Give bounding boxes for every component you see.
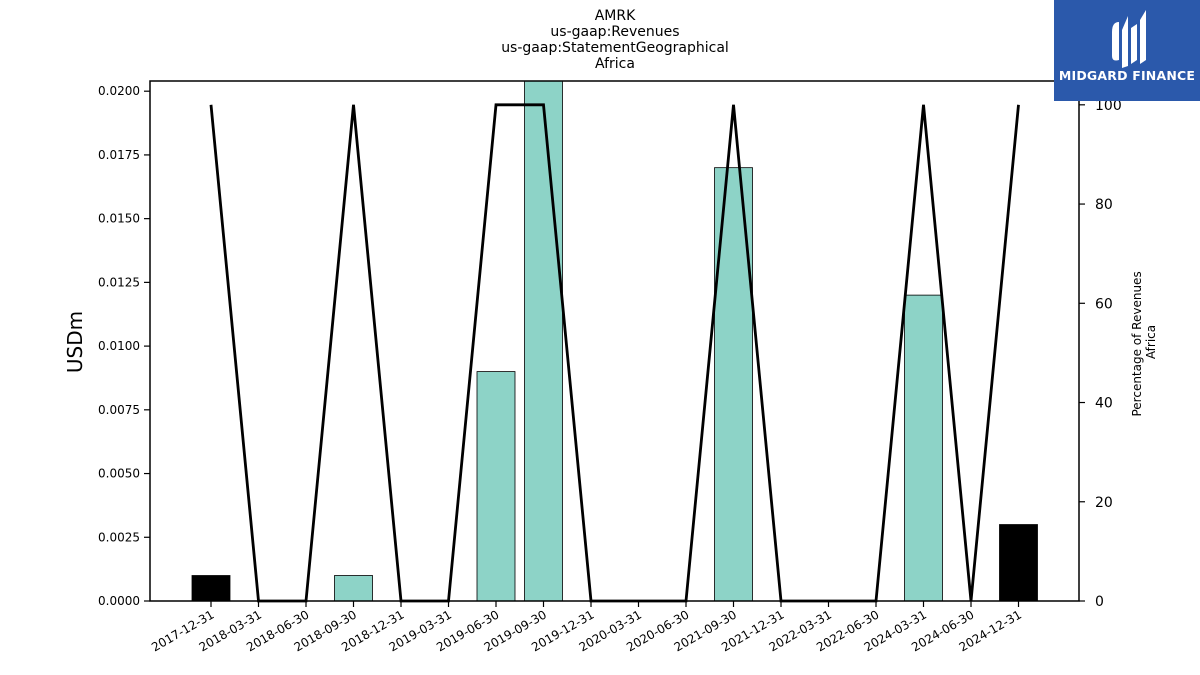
chart-title: AMRKus-gaap:Revenuesus-gaap:StatementGeo… — [501, 8, 729, 72]
chart-title-line: us-gaap:StatementGeographical — [501, 40, 729, 56]
bar — [334, 575, 373, 602]
y-tick-label: 0.0200 — [98, 84, 140, 98]
bar — [999, 524, 1038, 602]
y2-tick-label: 60 — [1095, 296, 1113, 312]
bar — [524, 80, 563, 602]
bars-group — [191, 80, 1038, 602]
y2-tick-label: 100 — [1095, 98, 1122, 114]
y-tick-label: 0.0175 — [98, 148, 140, 162]
y2-tick-label: 0 — [1095, 594, 1104, 610]
chart-title-line: AMRK — [595, 8, 636, 24]
bar — [191, 575, 231, 602]
bar — [904, 294, 943, 602]
percentage-line-group — [209, 103, 1020, 603]
midgard-logo-icon — [1112, 10, 1146, 68]
y-tick-label: 0.0125 — [98, 275, 140, 289]
y-axis-left: 0.0000 0.0025 0.0050 0.0075 0.0100 0.0125 0.01… — [98, 84, 150, 608]
y-tick-label: 0.0000 — [98, 594, 140, 608]
y-tick-label: 0.0075 — [98, 403, 140, 417]
y2-axis-label-line-2: Africa — [1144, 325, 1158, 359]
y-tick-label: 0.0025 — [98, 530, 140, 544]
y-tick-label: 0.0100 — [98, 339, 140, 353]
y2-tick-label: 80 — [1095, 197, 1113, 213]
plot-frame — [149, 80, 1080, 602]
y2-axis-label: Percentage of Revenues Africa — [1130, 267, 1158, 416]
y-axis-label: USDm — [63, 311, 87, 373]
y-tick-label: 0.0050 — [98, 467, 140, 481]
midgard-finance-logo: MIDGARD FINANCE — [1054, 0, 1200, 101]
y2-tick-label: 40 — [1095, 396, 1113, 412]
y-tick-label: 0.0150 — [98, 212, 140, 226]
chart-title-line: Africa — [595, 56, 635, 72]
bar — [476, 371, 516, 602]
y-axis-right: 0 20 40 60 80 100 — [1079, 98, 1122, 610]
percentage-line — [209, 103, 1020, 603]
logo-text: MIDGARD FINANCE — [1058, 68, 1196, 83]
y2-tick-label: 20 — [1095, 495, 1113, 511]
x-axis: 2017-12-312018-03-312018-06-302018-09-30… — [149, 601, 1024, 654]
y2-axis-label-line-1: Percentage of Revenues — [1130, 271, 1144, 416]
chart-title-line: us-gaap:Revenues — [550, 24, 679, 40]
